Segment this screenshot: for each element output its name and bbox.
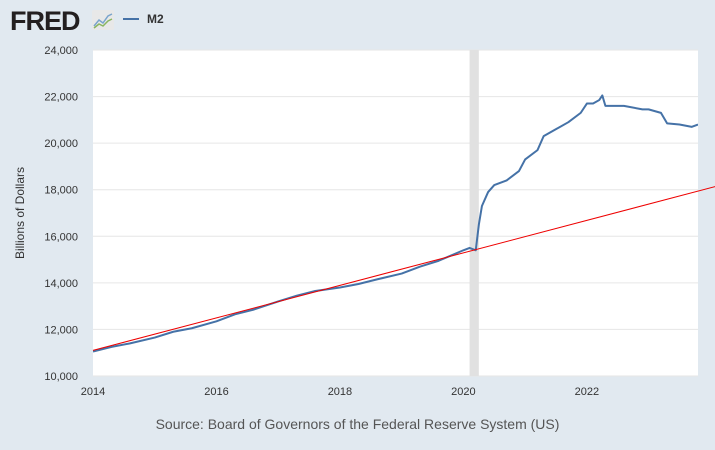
y-tick-label: 22,000	[44, 92, 78, 104]
x-tick-label: 2018	[328, 386, 352, 398]
legend-swatch-m2	[123, 18, 139, 20]
recession-band	[469, 50, 479, 376]
fred-logo[interactable]: FRED	[10, 6, 80, 36]
y-axis-label: Billions of Dollars	[13, 167, 27, 259]
y-tick-label: 10,000	[44, 371, 78, 383]
y-tick-label: 18,000	[44, 185, 78, 197]
legend: M2	[123, 12, 164, 26]
chart: 10,000 12,000 14,000 16,000 18,000 20,000 22,0…	[13, 45, 715, 398]
source-note: Source: Board of Governors of the Federa…	[155, 416, 560, 432]
plot-area	[93, 50, 698, 376]
legend-label-m2: M2	[147, 12, 164, 26]
x-tick-label: 2022	[575, 386, 599, 398]
trend-line	[92, 186, 715, 351]
x-tick-label: 2016	[204, 386, 228, 398]
x-tick-label: 2020	[451, 386, 475, 398]
fred-chart-icon	[92, 10, 114, 30]
y-tick-label: 14,000	[44, 278, 78, 290]
y-tick-label: 20,000	[44, 138, 78, 150]
y-tick-label: 24,000	[44, 45, 78, 57]
y-tick-label: 16,000	[44, 231, 78, 243]
series-line-m2	[93, 94, 698, 353]
x-tick-label: 2014	[81, 386, 105, 398]
y-tick-label: 12,000	[44, 324, 78, 336]
